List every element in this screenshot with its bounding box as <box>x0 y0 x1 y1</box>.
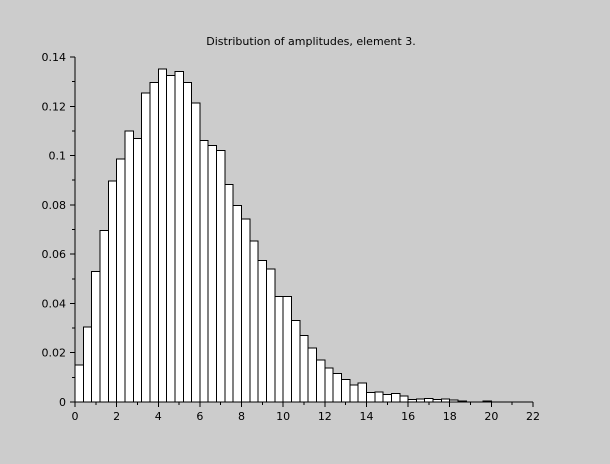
histogram-bar <box>350 385 358 402</box>
histogram-bar <box>200 140 208 402</box>
y-tick-label: 0.12 <box>42 100 67 113</box>
y-tick-label: 0.02 <box>42 347 67 360</box>
histogram-bar <box>158 69 166 402</box>
histogram-bar <box>425 398 433 402</box>
x-tick-label: 0 <box>72 410 79 423</box>
histogram-bar <box>391 393 399 402</box>
histogram-bar <box>400 396 408 402</box>
histogram-bar <box>92 271 100 402</box>
histogram-bar <box>175 71 183 402</box>
histogram-bar <box>333 374 341 402</box>
x-tick-label: 20 <box>484 410 498 423</box>
histogram-bar <box>375 392 383 402</box>
histogram-bar <box>292 321 300 402</box>
histogram-bar <box>125 131 133 402</box>
y-tick-label: 0 <box>59 396 66 409</box>
y-tick-label: 0.1 <box>49 150 67 163</box>
histogram-bar <box>300 335 308 402</box>
histogram-bar <box>83 327 91 402</box>
y-axis-ticks: 0 0.02 0.04 0.06 0.08 0.1 0.12 0.14 <box>42 51 76 409</box>
histogram-bar <box>275 297 283 402</box>
chart-title: Distribution of amplitudes, element 3. <box>206 35 415 48</box>
histogram-bar <box>183 82 191 402</box>
y-tick-label: 0.08 <box>42 199 67 212</box>
histogram-bar <box>316 360 324 402</box>
histogram-bar <box>267 269 275 402</box>
histogram-bar <box>150 82 158 402</box>
histogram-bar <box>358 383 366 402</box>
x-tick-label: 18 <box>443 410 457 423</box>
histogram-bars <box>75 69 500 402</box>
x-tick-label: 22 <box>526 410 540 423</box>
histogram-bar <box>75 365 83 402</box>
x-tick-label: 4 <box>155 410 162 423</box>
x-tick-label: 12 <box>318 410 332 423</box>
histogram-bar <box>366 393 374 402</box>
histogram-bar <box>133 138 141 402</box>
x-tick-label: 14 <box>359 410 373 423</box>
histogram-bar <box>217 151 225 402</box>
x-tick-label: 16 <box>401 410 415 423</box>
histogram-bar <box>341 379 349 402</box>
histogram-bar <box>192 103 200 402</box>
histogram-bar <box>258 260 266 402</box>
histogram-bar <box>242 219 250 402</box>
histogram-bar <box>142 93 150 402</box>
x-tick-label: 6 <box>196 410 203 423</box>
histogram-bar <box>167 75 175 402</box>
histogram-bar <box>233 206 241 402</box>
x-tick-label: 10 <box>276 410 290 423</box>
histogram-bar <box>308 348 316 402</box>
y-tick-label: 0.04 <box>42 297 67 310</box>
y-tick-label: 0.14 <box>42 51 67 64</box>
y-tick-label: 0.06 <box>42 248 67 261</box>
histogram-bar <box>325 368 333 402</box>
x-axis-ticks: 0 2 4 6 8 10 12 14 16 18 20 22 <box>72 402 541 423</box>
histogram-bar <box>250 241 258 402</box>
x-tick-label: 2 <box>113 410 120 423</box>
histogram-bar <box>283 297 291 402</box>
histogram-bar <box>117 159 125 402</box>
histogram-bar <box>383 395 391 402</box>
histogram-bar <box>100 231 108 402</box>
histogram-bar <box>225 184 233 402</box>
histogram-bar <box>208 146 216 402</box>
histogram-bar <box>108 181 116 402</box>
x-tick-label: 8 <box>238 410 245 423</box>
